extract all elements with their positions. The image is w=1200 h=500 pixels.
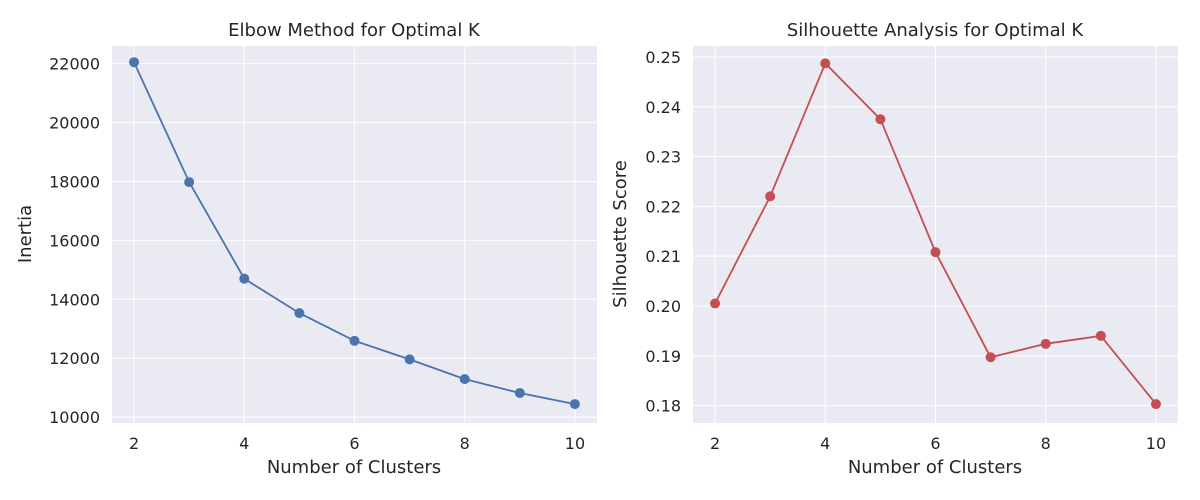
grid (112, 46, 597, 423)
data-point (985, 352, 996, 363)
data-point (1040, 338, 1051, 349)
series-layer (129, 57, 580, 410)
grid (693, 46, 1178, 423)
data-point (239, 273, 250, 284)
y-tick-label: 14000 (49, 290, 100, 309)
x-tick-label: 8 (1041, 434, 1051, 453)
x-tick-label: 10 (1146, 434, 1166, 453)
y-tick-label: 18000 (49, 172, 100, 191)
data-point (184, 177, 195, 188)
x-ticks: 2 4 6 8 10 (710, 434, 1166, 453)
x-axis-label: Number of Clusters (267, 457, 441, 478)
x-tick-label: 6 (349, 434, 359, 453)
data-point (710, 298, 721, 309)
y-tick-label: 0.20 (645, 297, 681, 316)
chart-title: Elbow Method for Optimal K (228, 20, 481, 41)
data-point (1150, 399, 1161, 410)
data-point (129, 57, 140, 68)
x-tick-label: 4 (820, 434, 830, 453)
chart-title: Silhouette Analysis for Optimal K (787, 20, 1085, 41)
y-axis-label: Silhouette Score (610, 160, 631, 308)
y-ticks: 0.18 0.19 0.20 0.21 0.22 0.23 0.24 0.25 (645, 48, 681, 416)
y-tick-label: 0.21 (645, 247, 681, 266)
y-tick-label: 0.18 (645, 397, 681, 416)
data-point (875, 114, 886, 125)
silhouette-chart: 2 4 6 8 10 0.180.190.200.210.220.230.240.25 … (610, 20, 1178, 478)
data-point (404, 354, 415, 365)
y-tick-label: 10000 (49, 408, 100, 427)
y-tick-label: 0.22 (645, 197, 681, 216)
elbow-chart: 2 4 6 8 10 10000 12000 14000 16000 18000 20000 220… (15, 20, 597, 478)
data-point (820, 58, 831, 69)
y-axis-label: Inertia (15, 205, 36, 263)
x-tick-label: 2 (710, 434, 720, 453)
x-tick-label: 6 (930, 434, 940, 453)
x-tick-label: 4 (239, 434, 249, 453)
y-ticks: 10000 12000 14000 16000 18000 20000 22000 (49, 55, 100, 427)
data-point (349, 335, 360, 346)
x-tick-label: 2 (129, 434, 139, 453)
y-tick-label: 0.25 (645, 48, 681, 67)
y-tick-label: 16000 (49, 231, 100, 250)
y-tick-label: 0.24 (645, 98, 681, 117)
series-layer (710, 58, 1161, 410)
y-tick-label: 0.23 (645, 148, 681, 167)
data-point (294, 308, 305, 319)
data-point (765, 191, 776, 202)
y-tick-label: 12000 (49, 349, 100, 368)
data-point (459, 374, 470, 385)
y-tick-label: 20000 (49, 114, 100, 133)
data-point (1095, 330, 1106, 341)
x-tick-label: 10 (565, 434, 585, 453)
data-point (514, 387, 525, 398)
data-point (569, 399, 580, 410)
data-point (930, 247, 941, 258)
x-ticks: 2 4 6 8 10 (129, 434, 585, 453)
y-tick-label: 22000 (49, 55, 100, 74)
y-tick-label: 0.19 (645, 347, 681, 366)
x-axis-label: Number of Clusters (848, 457, 1022, 478)
x-tick-label: 8 (460, 434, 470, 453)
